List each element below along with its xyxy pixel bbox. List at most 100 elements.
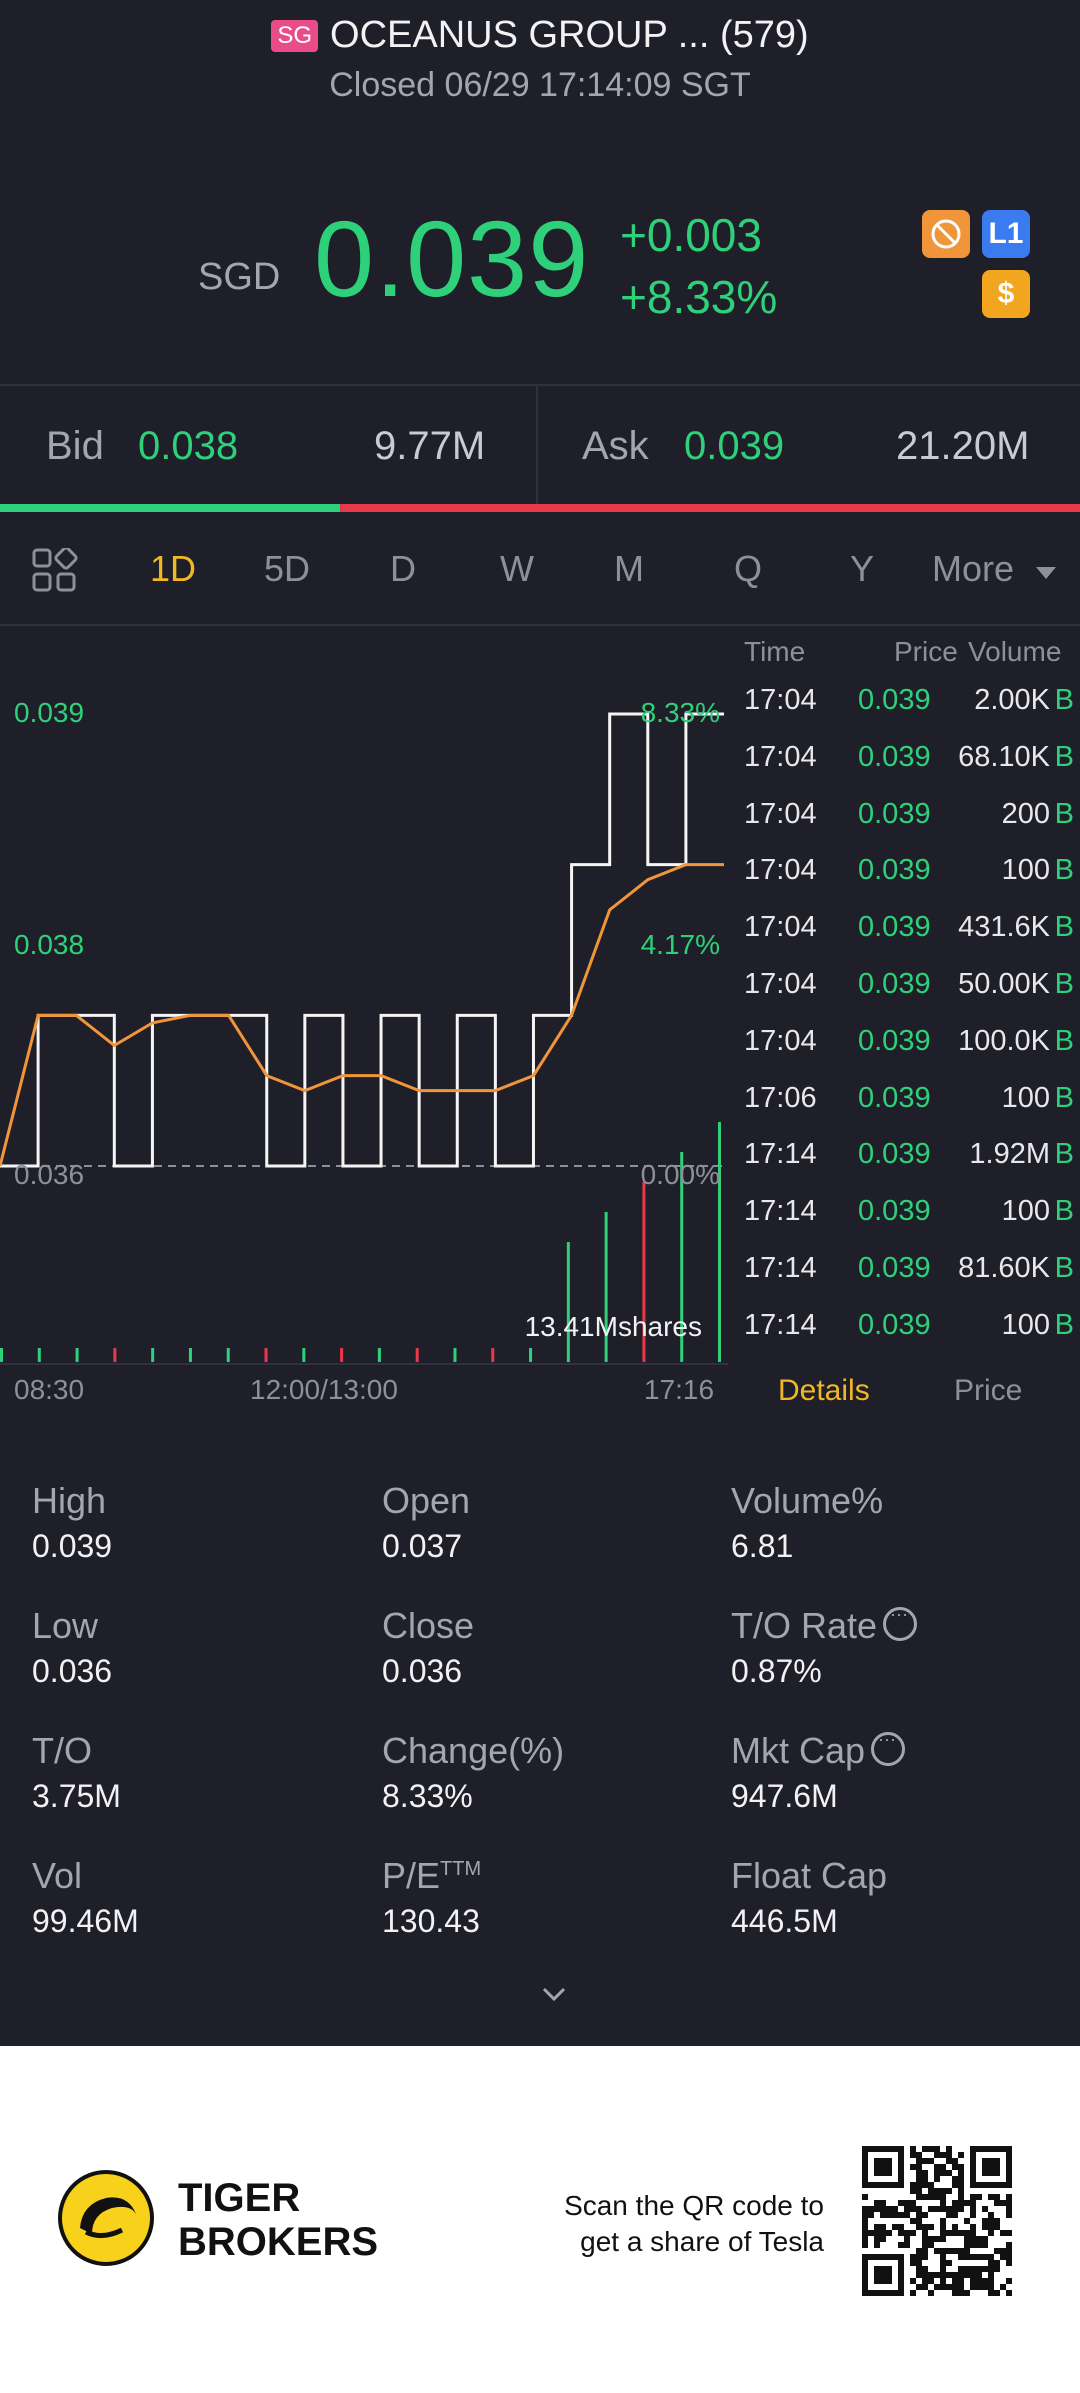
qr-module: [928, 2158, 934, 2164]
tab-d[interactable]: D: [390, 548, 416, 589]
tab-y[interactable]: Y: [850, 548, 875, 589]
trade-ticker[interactable]: Time Price Volume 17:04 0.039 2.00K B 17:04 0…: [728, 626, 1080, 1370]
qr-module: [922, 2248, 928, 2254]
qr-module: [928, 2224, 934, 2230]
tab-5d[interactable]: 5D: [264, 548, 311, 589]
trade-price: 0.039: [858, 854, 931, 887]
trade-volume: 100: [1001, 1308, 1050, 1341]
qr-module: [916, 2194, 922, 2200]
qr-module: [940, 2224, 946, 2230]
y-label-high: 0.039: [14, 697, 84, 728]
bid-ask-panel[interactable]: Bid 0.038 9.77M Ask 0.039 21.20M: [0, 386, 1080, 504]
stat-label[interactable]: T/O Rate: [731, 1604, 918, 1647]
qr-module: [946, 2248, 952, 2254]
qr-module: [922, 2254, 928, 2260]
tab-details[interactable]: Details: [778, 1374, 870, 1407]
qr-module: [910, 2230, 916, 2236]
qr-module: [946, 2260, 952, 2266]
volume-bar: [642, 1182, 646, 1362]
intraday-chart[interactable]: 0.039 0.038 0.036 8.33% 4.17% 0.00% 13.4…: [0, 626, 728, 1370]
tab-1d[interactable]: 1D: [150, 548, 197, 589]
qr-module: [922, 2230, 928, 2236]
trade-price: 0.039: [858, 684, 931, 716]
market-status: Closed 06/29 17:14:09 SGT: [329, 66, 751, 104]
tab-price[interactable]: Price: [954, 1374, 1023, 1407]
qr-module: [982, 2254, 988, 2260]
qr-code[interactable]: [862, 2146, 1012, 2296]
trade-row: 17:04 0.039 431.6K B: [728, 911, 1080, 968]
qr-module: [922, 2146, 928, 2152]
trade-row: 17:04 0.039 50.00K B: [728, 968, 1080, 1025]
trade-side: B: [1054, 684, 1074, 716]
qr-module: [916, 2224, 922, 2230]
qr-module: [1006, 2200, 1012, 2206]
qr-module: [910, 2188, 916, 2194]
qr-module: [916, 2272, 922, 2278]
qr-module: [910, 2146, 916, 2152]
qr-module: [1006, 2278, 1012, 2284]
qr-module: [946, 2152, 952, 2158]
stat-value: 0.036: [32, 1653, 113, 1689]
qr-module: [910, 2152, 916, 2158]
qr-finder: [874, 2158, 892, 2176]
stat-value: 0.037: [382, 1528, 463, 1564]
info-icon[interactable]: [883, 1604, 918, 1642]
qr-finder: [874, 2266, 892, 2284]
qr-module: [916, 2164, 922, 2170]
qr-module: [940, 2230, 946, 2236]
grid-layout-icon[interactable]: [32, 548, 78, 594]
qr-module: [1000, 2230, 1006, 2236]
trade-price: 0.039: [858, 1308, 931, 1341]
level1-icon[interactable]: L1: [982, 210, 1030, 258]
y-pct-high: 8.33%: [641, 697, 720, 728]
qr-module: [988, 2194, 994, 2200]
qr-module: [970, 2230, 976, 2236]
qr-module: [940, 2152, 946, 2158]
volume-bar: [340, 1348, 344, 1362]
info-icon[interactable]: [871, 1729, 906, 1767]
qr-module: [964, 2266, 970, 2272]
trade-price: 0.039: [858, 1081, 931, 1114]
qr-module: [922, 2236, 928, 2242]
qr-module: [928, 2194, 934, 2200]
dollar-icon[interactable]: $: [982, 270, 1030, 318]
qr-module: [874, 2206, 880, 2212]
stat-value: 0.039: [32, 1528, 113, 1564]
trade-price: 0.039: [858, 740, 931, 773]
stat-label[interactable]: Mkt Cap: [731, 1729, 906, 1772]
col-volume: Volume: [968, 636, 1062, 667]
qr-module: [922, 2176, 928, 2182]
trade-volume: 1.92M: [969, 1138, 1050, 1171]
price-line: [0, 712, 724, 1168]
qr-module: [952, 2164, 958, 2170]
qr-module: [862, 2218, 868, 2224]
volume-bar: [75, 1348, 79, 1362]
chevron-down-icon[interactable]: [540, 1980, 568, 2008]
qr-module: [916, 2188, 922, 2194]
trade-side: B: [1054, 968, 1074, 1000]
stat-value: 0.036: [382, 1653, 463, 1689]
trade-row: 17:04 0.039 2.00K B: [728, 684, 1080, 741]
qr-module: [988, 2278, 994, 2284]
tab-w[interactable]: W: [500, 548, 534, 589]
qr-module: [958, 2164, 964, 2170]
qr-module: [958, 2170, 964, 2176]
qr-module: [928, 2182, 934, 2188]
title-row[interactable]: SG OCEANUS GROUP ... (579): [0, 14, 1080, 57]
tab-more[interactable]: More: [932, 548, 1058, 590]
qr-module: [958, 2182, 964, 2188]
volume-bar: [0, 1348, 3, 1362]
qr-module: [880, 2224, 886, 2230]
trade-side: B: [1054, 797, 1074, 830]
qr-module: [1006, 2230, 1012, 2236]
no-short-icon[interactable]: [922, 210, 970, 258]
volume-bar: [302, 1348, 306, 1362]
qr-module: [952, 2290, 958, 2296]
trade-row: 17:14 0.039 100 B: [728, 1309, 1080, 1366]
trade-price: 0.039: [858, 911, 931, 944]
qr-module: [934, 2206, 940, 2212]
qr-module: [898, 2200, 904, 2206]
tab-q[interactable]: Q: [734, 548, 763, 589]
qr-module: [934, 2152, 940, 2158]
tab-m[interactable]: M: [614, 548, 644, 589]
